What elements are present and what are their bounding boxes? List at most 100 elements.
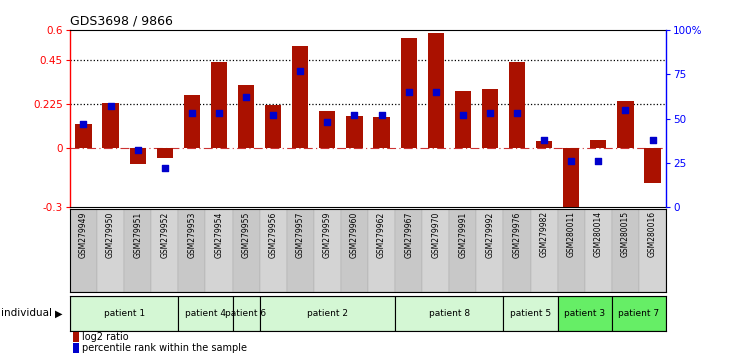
Bar <box>428 33 444 148</box>
Text: GSM279950: GSM279950 <box>106 211 115 258</box>
Text: GSM280016: GSM280016 <box>648 211 657 257</box>
Bar <box>482 89 498 148</box>
Bar <box>178 209 205 292</box>
Bar <box>618 101 634 148</box>
Point <box>267 112 279 118</box>
Text: GSM279955: GSM279955 <box>241 211 250 258</box>
Text: patient 2: patient 2 <box>307 309 348 318</box>
Text: GSM279976: GSM279976 <box>512 211 522 258</box>
Point <box>592 158 604 164</box>
Bar <box>639 209 666 292</box>
Text: ▶: ▶ <box>55 308 63 318</box>
Bar <box>503 209 531 292</box>
Point <box>403 89 414 95</box>
Point <box>132 148 144 153</box>
Bar <box>124 209 151 292</box>
Text: GSM280011: GSM280011 <box>567 211 576 257</box>
Bar <box>536 141 552 148</box>
Point <box>322 119 333 125</box>
Text: percentile rank within the sample: percentile rank within the sample <box>82 343 247 353</box>
Bar <box>260 209 287 292</box>
Point <box>457 112 469 118</box>
Text: GSM279952: GSM279952 <box>160 211 169 258</box>
Text: GSM279992: GSM279992 <box>486 211 495 258</box>
Bar <box>319 111 336 148</box>
Bar <box>292 46 308 148</box>
Bar <box>400 38 417 148</box>
Point <box>240 95 252 100</box>
Bar <box>395 209 422 292</box>
Text: log2 ratio: log2 ratio <box>82 332 129 342</box>
Point <box>186 110 198 116</box>
Text: GSM279953: GSM279953 <box>188 211 197 258</box>
Text: GSM279967: GSM279967 <box>404 211 413 258</box>
Bar <box>585 209 612 292</box>
Bar <box>503 296 558 331</box>
Bar <box>70 209 97 292</box>
Point <box>512 110 523 116</box>
Text: patient 6: patient 6 <box>225 309 266 318</box>
Text: GSM279982: GSM279982 <box>539 211 548 257</box>
Text: GSM280014: GSM280014 <box>594 211 603 257</box>
Bar <box>97 209 124 292</box>
Bar <box>70 296 178 331</box>
Bar <box>509 62 526 148</box>
Point <box>430 89 442 95</box>
Bar <box>612 209 639 292</box>
Bar <box>455 91 471 148</box>
Bar <box>260 296 395 331</box>
Text: GSM279954: GSM279954 <box>214 211 224 258</box>
Point <box>349 112 361 118</box>
Text: patient 5: patient 5 <box>510 309 551 318</box>
Bar <box>449 209 476 292</box>
Bar <box>73 332 79 342</box>
Bar <box>157 148 173 158</box>
Bar <box>151 209 178 292</box>
Bar <box>265 105 281 148</box>
Point <box>620 107 631 113</box>
Text: GSM279970: GSM279970 <box>431 211 440 258</box>
Point <box>647 137 659 143</box>
Text: GSM279959: GSM279959 <box>323 211 332 258</box>
Bar <box>341 209 368 292</box>
Point <box>77 121 89 127</box>
Bar <box>205 209 233 292</box>
Point <box>375 112 387 118</box>
Point <box>538 137 550 143</box>
Point <box>159 165 171 171</box>
Bar <box>233 296 260 331</box>
Point <box>294 68 306 74</box>
Bar <box>373 116 389 148</box>
Bar <box>73 343 79 353</box>
Bar <box>347 116 363 148</box>
Text: patient 4: patient 4 <box>185 309 226 318</box>
Text: GDS3698 / 9866: GDS3698 / 9866 <box>70 15 173 28</box>
Point <box>105 103 116 109</box>
Bar <box>395 296 503 331</box>
Bar <box>476 209 503 292</box>
Bar <box>130 148 146 164</box>
Text: patient 3: patient 3 <box>565 309 605 318</box>
Bar <box>558 296 612 331</box>
Bar <box>238 85 254 148</box>
Text: GSM279956: GSM279956 <box>269 211 277 258</box>
Bar <box>645 148 661 183</box>
Text: GSM279949: GSM279949 <box>79 211 88 258</box>
Bar <box>184 95 200 148</box>
Bar <box>531 209 558 292</box>
Point <box>213 110 225 116</box>
Bar <box>612 296 666 331</box>
Bar <box>590 140 606 148</box>
Text: GSM280015: GSM280015 <box>621 211 630 257</box>
Bar <box>563 148 579 211</box>
Bar <box>233 209 260 292</box>
Bar <box>558 209 585 292</box>
Text: GSM279991: GSM279991 <box>459 211 467 258</box>
Text: GSM279960: GSM279960 <box>350 211 359 258</box>
Bar <box>314 209 341 292</box>
Text: patient 7: patient 7 <box>618 309 659 318</box>
Bar <box>178 296 233 331</box>
Text: GSM279962: GSM279962 <box>377 211 386 258</box>
Bar <box>75 125 91 148</box>
Bar <box>102 103 118 148</box>
